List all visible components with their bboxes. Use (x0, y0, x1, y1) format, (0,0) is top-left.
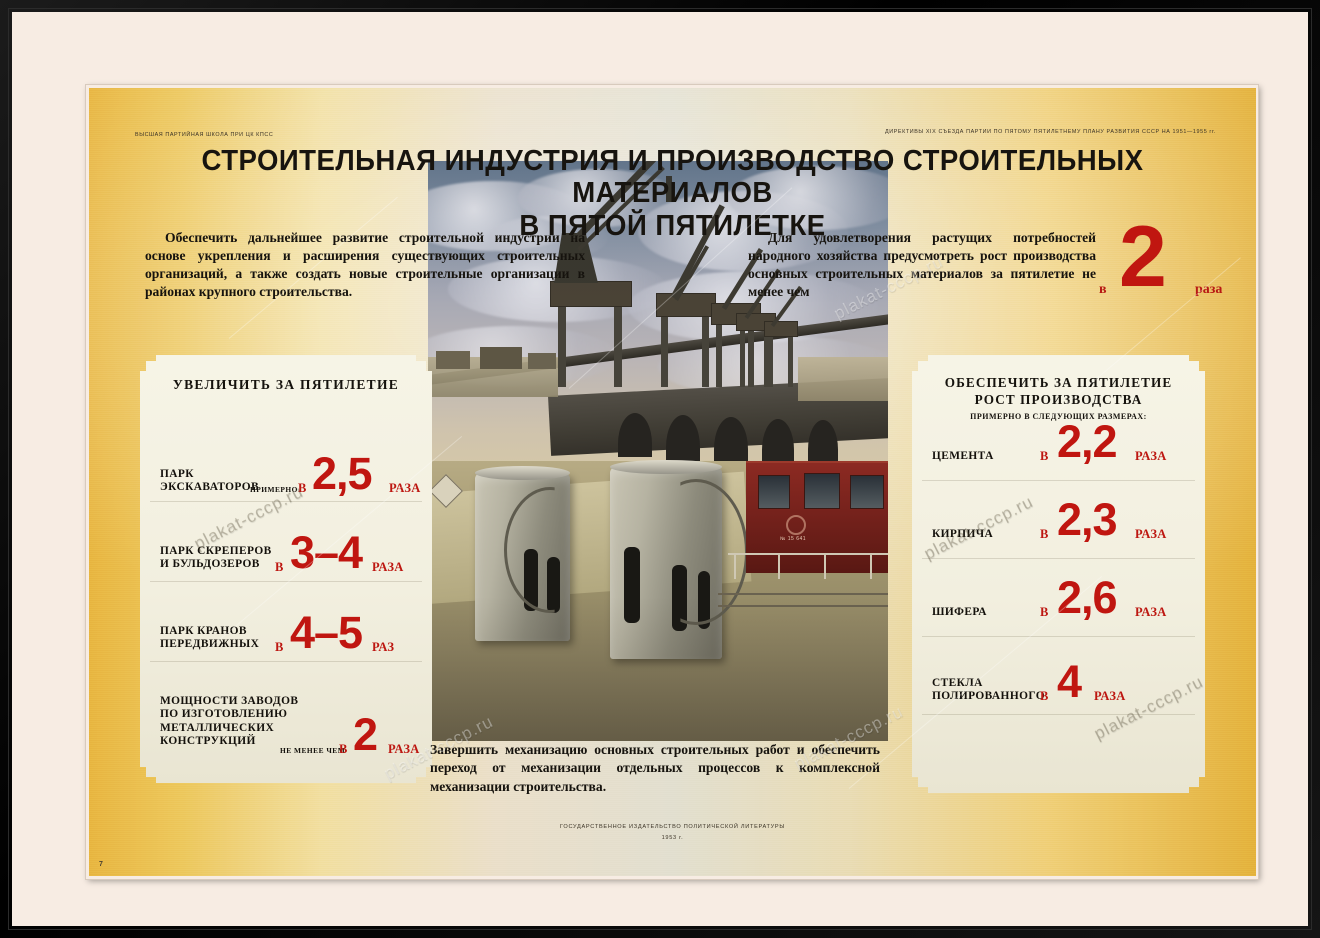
page-number: 7 (99, 861, 103, 868)
row-prefix: В (1040, 689, 1049, 703)
row-unit: РАЗА (389, 481, 421, 495)
row-label: СТЕКЛА ПОЛИРОВАННОГО (932, 677, 1045, 703)
row-prefix: В (1040, 605, 1049, 619)
title-line-2: В ПЯТОЙ ПЯТИЛЕТКЕ (519, 209, 826, 242)
row-unit: РАЗА (1135, 449, 1167, 463)
panel-right-title: ОБЕСПЕЧИТЬ ЗА ПЯТИЛЕТИЕ РОСТ ПРОИЗВОДСТВ… (912, 374, 1205, 408)
row-prefix: В (298, 481, 307, 495)
growth-callout: в 2 раза (1099, 214, 1239, 302)
row-label: МОЩНОСТИ ЗАВОДОВ ПО ИЗГОТОВЛЕНИЮ МЕТАЛЛИ… (160, 695, 299, 748)
row-label: ПАРК ЭКСКАВАТОРОВ (160, 468, 259, 494)
intro-paragraph-left: Обеспечить дальнейшее развитие строитель… (145, 230, 585, 300)
railway-wagon (746, 461, 888, 573)
row-prefix: В (1040, 527, 1049, 541)
panel-production-growth: ОБЕСПЕЧИТЬ ЗА ПЯТИЛЕТИЕ РОСТ ПРОИЗВОДСТВ… (912, 355, 1205, 793)
panel-increase-over-five-year-plan: УВЕЛИЧИТЬ ЗА ПЯТИЛЕТИЕ ПАРК ЭКСКАВАТОРОВ… (140, 355, 432, 783)
row-unit: РАЗА (1135, 605, 1167, 619)
callout-prefix: в (1099, 282, 1107, 297)
panel-right-subtitle: ПРИМЕРНО В СЛЕДУЮЩИХ РАЗМЕРАХ: (970, 412, 1147, 421)
row-value: 4–5 (290, 607, 363, 658)
row-approx: НЕ МЕНЕЕ ЧЕМ (280, 746, 346, 755)
row-value: 2,5 (312, 448, 372, 499)
row-label: ПАРК СКРЕПЕРОВ И БУЛЬДОЗЕРОВ (160, 545, 272, 571)
gantry-crane-house (550, 281, 632, 307)
row-unit: РАЗА (372, 560, 404, 574)
row-prefix: В (1040, 449, 1049, 463)
panel-left-title: УВЕЛИЧИТЬ ЗА ПЯТИЛЕТИЕ (172, 377, 400, 392)
issuing-organization-line: ВЫСШАЯ ПАРТИЙНАЯ ШКОЛА ПРИ ЦК КПСС (135, 132, 274, 138)
row-prefix: В (275, 560, 284, 574)
row-unit: РАЗА (1094, 689, 1126, 703)
soviet-poster: № 15 641 ВЫСШАЯ ПАРТИЙНАЯ ШКОЛА ПРИ ЦК К… (89, 88, 1256, 876)
row-prefix: В (275, 640, 284, 654)
row-prefix: В (339, 742, 348, 756)
row-value: 3–4 (290, 527, 363, 578)
intro-paragraph-right: Для удовлетворения растущих потребностей… (748, 230, 1096, 300)
row-value: 2,6 (1057, 572, 1117, 623)
title-line-1: СТРОИТЕЛЬНАЯ ИНДУСТРИЯ И ПРОИЗВОДСТВО СТ… (201, 145, 1144, 210)
row-label: КИРПИЧА (932, 528, 994, 540)
row-value: 2 (353, 709, 378, 760)
row-label: ЦЕМЕНТА (932, 450, 994, 462)
row-unit: РАЗА (388, 742, 420, 756)
mat-board: № 15 641 ВЫСШАЯ ПАРТИЙНАЯ ШКОЛА ПРИ ЦК К… (12, 12, 1308, 926)
bottom-caption: Завершить механизацию основных строитель… (430, 742, 880, 794)
callout-value: 2 (1119, 209, 1167, 305)
wagon-number: № 15 641 (780, 536, 807, 542)
row-value: 2,3 (1057, 494, 1117, 545)
row-label: ПАРК КРАНОВ ПЕРЕДВИЖНЫХ (160, 625, 260, 651)
row-unit: РАЗА (1135, 527, 1167, 541)
row-unit: РАЗ (372, 640, 395, 654)
row-label: ШИФЕРА (932, 606, 987, 618)
directive-reference-line: ДИРЕКТИВЫ XIX СЪЕЗДА ПАРТИИ ПО ПЯТОМУ ПЯ… (884, 129, 1216, 135)
row-value: 2,2 (1057, 416, 1117, 467)
publisher-name: ГОСУДАРСТВЕННОЕ ИЗДАТЕЛЬСТВО ПОЛИТИЧЕСКО… (559, 824, 786, 830)
panel-right-title-line-1: ОБЕСПЕЧИТЬ ЗА ПЯТИЛЕТИЕ (944, 375, 1173, 390)
panel-right-title-line-2: РОСТ ПРОИЗВОДСТВА (974, 392, 1143, 408)
publisher-imprint: ГОСУДАРСТВЕННОЕ ИЗДАТЕЛЬСТВО ПОЛИТИЧЕСКО… (89, 822, 1256, 843)
row-value: 4 (1057, 656, 1082, 707)
callout-unit: раза (1195, 282, 1223, 297)
poster-title: СТРОИТЕЛЬНАЯ ИНДУСТРИЯ И ПРОИЗВОДСТВО СТ… (89, 145, 1256, 242)
row-approx: ПРИМЕРНО (250, 485, 298, 494)
publisher-year: 1953 г. (661, 834, 684, 841)
